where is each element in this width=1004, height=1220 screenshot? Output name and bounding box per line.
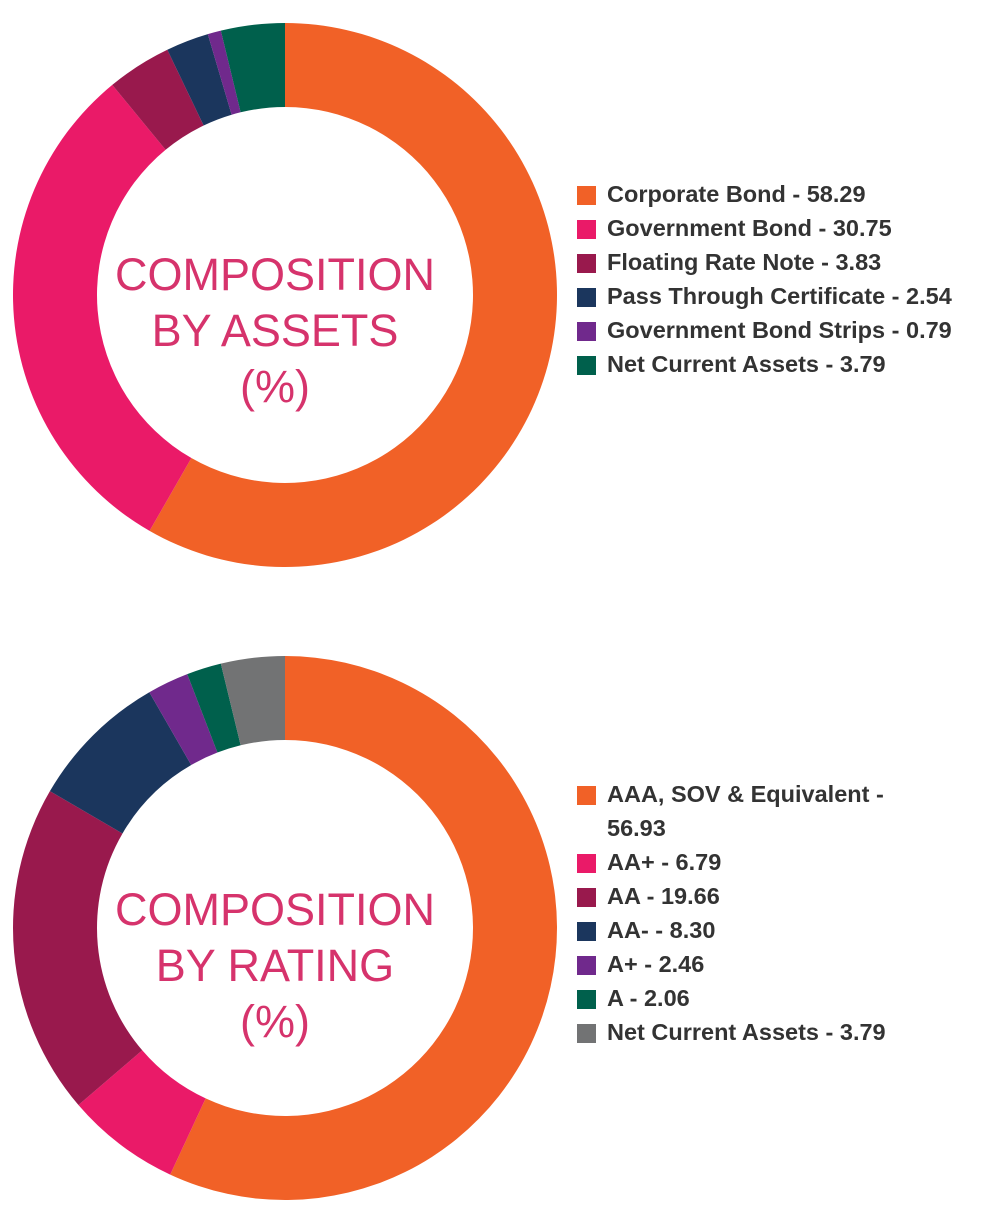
assets-donut — [12, 23, 557, 567]
assets-title-line-2: BY ASSETS — [151, 305, 399, 356]
legend-item: AAA, SOV & Equivalent - 56.93 — [577, 777, 937, 845]
rating-title-line-1: COMPOSITION — [114, 884, 435, 935]
slice-aa — [78, 1050, 206, 1175]
assets-legend: Corporate Bond - 58.29 Government Bond -… — [577, 177, 1004, 381]
rating-donut — [13, 656, 558, 1200]
slice-aa — [49, 692, 192, 834]
legend-label: AAA, SOV & Equivalent - 56.93 — [607, 781, 884, 841]
legend-label: Floating Rate Note - 3.83 — [607, 249, 882, 275]
legend-item: Floating Rate Note - 3.83 — [577, 245, 1004, 279]
rating-chart-title: COMPOSITION BY RATING (%) — [90, 882, 460, 1050]
legend-item: Net Current Assets - 3.79 — [577, 1015, 937, 1049]
legend-swatch — [577, 922, 596, 941]
slice-pass-through-certificate — [167, 34, 232, 126]
legend-swatch — [577, 220, 596, 239]
legend-label: Net Current Assets - 3.79 — [607, 351, 886, 377]
legend-item: Net Current Assets - 3.79 — [577, 347, 1004, 381]
assets-title-line-1: COMPOSITION — [114, 249, 435, 300]
legend-swatch — [577, 786, 596, 805]
legend-label: Government Bond - 30.75 — [607, 215, 892, 241]
legend-item: Government Bond - 30.75 — [577, 211, 1004, 245]
legend-swatch — [577, 288, 596, 307]
composition-by-assets-chart: COMPOSITION BY ASSETS (%) Corporate Bond… — [0, 0, 1004, 600]
legend-swatch — [577, 854, 596, 873]
rating-legend: AAA, SOV & Equivalent - 56.93 AA+ - 6.79… — [577, 777, 937, 1049]
legend-item: AA+ - 6.79 — [577, 845, 937, 879]
legend-item: AA - 19.66 — [577, 879, 937, 913]
legend-item: A - 2.06 — [577, 981, 937, 1015]
slice-aa — [13, 791, 143, 1105]
slice-government-bond-strips — [207, 30, 241, 115]
legend-swatch — [577, 1024, 596, 1043]
slice-a — [149, 674, 218, 766]
legend-label: Corporate Bond - 58.29 — [607, 181, 866, 207]
slice-floating-rate-note — [112, 49, 204, 150]
rating-title-line-3: (%) — [240, 996, 310, 1047]
composition-by-rating-chart: COMPOSITION BY RATING (%) AAA, SOV & Equ… — [0, 610, 1004, 1220]
legend-swatch — [577, 186, 596, 205]
slice-corporate-bond — [149, 23, 557, 567]
legend-swatch — [577, 888, 596, 907]
legend-label: AA- - 8.30 — [607, 917, 716, 943]
legend-item: A+ - 2.46 — [577, 947, 937, 981]
slice-aaa-sov-equivalent — [170, 656, 558, 1200]
legend-label: Government Bond Strips - 0.79 — [607, 317, 952, 343]
legend-item: Pass Through Certificate - 2.54 — [577, 279, 1004, 313]
rating-title-line-2: BY RATING — [155, 940, 395, 991]
slice-government-bond — [12, 84, 192, 531]
legend-swatch — [577, 990, 596, 1009]
slice-net-current-assets — [220, 656, 285, 746]
legend-swatch — [577, 956, 596, 975]
legend-swatch — [577, 254, 596, 273]
legend-item: Government Bond Strips - 0.79 — [577, 313, 1004, 347]
legend-label: A+ - 2.46 — [607, 951, 705, 977]
slice-a — [187, 663, 241, 753]
legend-swatch — [577, 322, 596, 341]
legend-label: AA+ - 6.79 — [607, 849, 722, 875]
assets-chart-title: COMPOSITION BY ASSETS (%) — [90, 247, 460, 415]
legend-item: AA- - 8.30 — [577, 913, 937, 947]
legend-label: AA - 19.66 — [607, 883, 720, 909]
legend-swatch — [577, 356, 596, 375]
legend-item: Corporate Bond - 58.29 — [577, 177, 1004, 211]
slice-net-current-assets — [220, 23, 285, 113]
legend-label: Net Current Assets - 3.79 — [607, 1019, 886, 1045]
legend-label: A - 2.06 — [607, 985, 690, 1011]
assets-title-line-3: (%) — [240, 361, 310, 412]
legend-label: Pass Through Certificate - 2.54 — [607, 283, 952, 309]
